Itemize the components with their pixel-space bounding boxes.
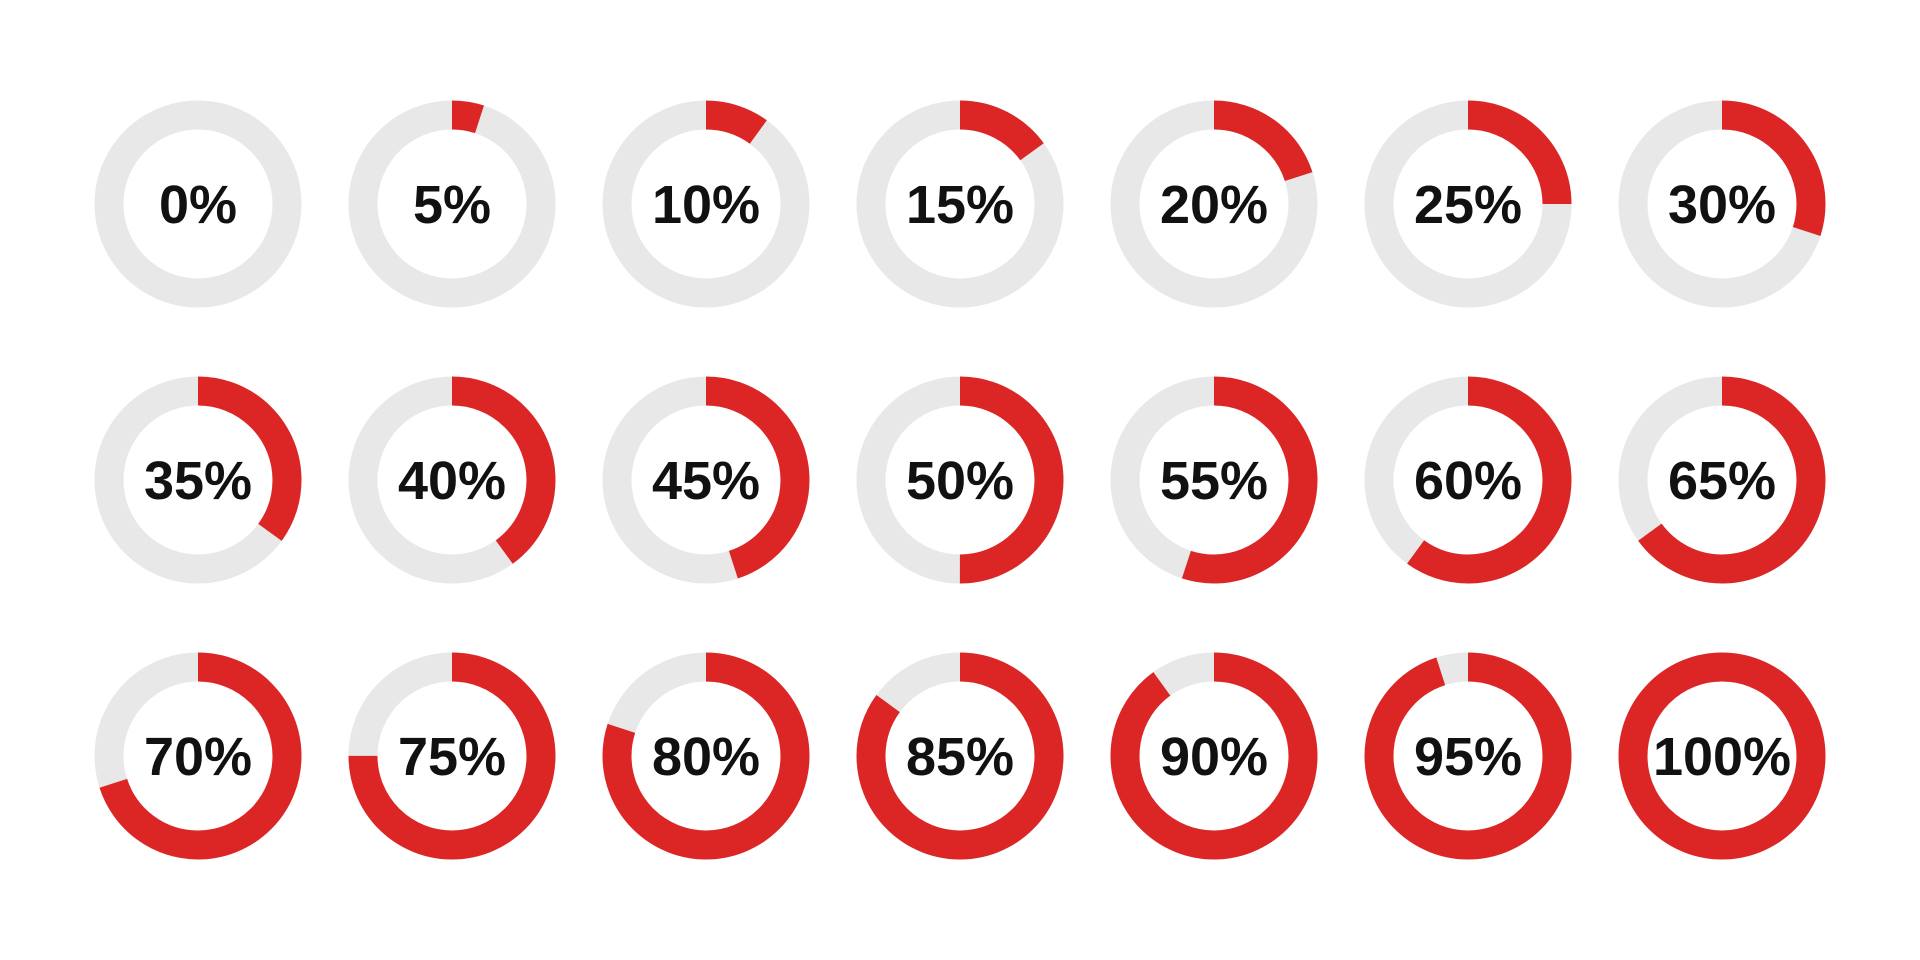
ring-track	[94, 100, 302, 308]
ring-progress-arc	[348, 100, 556, 308]
ring-label: 45%	[652, 451, 760, 511]
ring-label: 20%	[1160, 175, 1268, 235]
ring-progress-arc	[1364, 652, 1572, 860]
progress-ring: 0%	[94, 100, 302, 308]
ring-progress-arc	[94, 652, 302, 860]
ring-label: 80%	[652, 727, 760, 787]
progress-ring: 95%	[1364, 652, 1572, 860]
progress-ring: 65%	[1618, 376, 1826, 584]
progress-ring: 85%	[856, 652, 1064, 860]
ring-label: 10%	[652, 175, 760, 235]
progress-ring: 100%	[1618, 652, 1826, 860]
progress-ring: 15%	[856, 100, 1064, 308]
ring-label: 90%	[1160, 727, 1268, 787]
ring-label: 60%	[1414, 451, 1522, 511]
ring-label: 40%	[398, 451, 506, 511]
progress-ring: 80%	[602, 652, 810, 860]
progress-ring: 40%	[348, 376, 556, 584]
ring-progress-arc	[348, 652, 556, 860]
ring-label: 35%	[144, 451, 252, 511]
ring-progress-arc	[94, 376, 302, 584]
ring-progress-arc	[1110, 100, 1318, 308]
ring-label: 15%	[906, 175, 1014, 235]
progress-ring: 20%	[1110, 100, 1318, 308]
ring-progress-arc	[1110, 376, 1318, 584]
progress-ring: 55%	[1110, 376, 1318, 584]
ring-progress-arc	[1618, 100, 1826, 308]
ring-label: 0%	[159, 175, 237, 235]
ring-progress-arc	[1364, 100, 1572, 308]
progress-ring: 90%	[1110, 652, 1318, 860]
ring-progress-arc	[1110, 652, 1318, 860]
ring-progress-arc	[856, 100, 1064, 308]
progress-ring: 35%	[94, 376, 302, 584]
progress-ring: 25%	[1364, 100, 1572, 308]
ring-progress-arc	[856, 376, 1064, 584]
progress-ring: 70%	[94, 652, 302, 860]
progress-ring: 45%	[602, 376, 810, 584]
ring-label: 95%	[1414, 727, 1522, 787]
ring-progress-arc	[602, 376, 810, 584]
progress-ring: 5%	[348, 100, 556, 308]
progress-ring: 10%	[602, 100, 810, 308]
ring-progress-arc	[1364, 376, 1572, 584]
ring-progress-arc	[602, 100, 810, 308]
ring-label: 65%	[1668, 451, 1776, 511]
ring-label: 85%	[906, 727, 1014, 787]
ring-label: 100%	[1653, 727, 1791, 787]
ring-progress-arc	[1618, 376, 1826, 584]
ring-progress-arc	[348, 376, 556, 584]
ring-label: 70%	[144, 727, 252, 787]
ring-progress-arc	[602, 652, 810, 860]
ring-label: 5%	[413, 175, 491, 235]
progress-ring: 60%	[1364, 376, 1572, 584]
ring-progress-arc	[856, 652, 1064, 860]
ring-label: 25%	[1414, 175, 1522, 235]
ring-progress-arc	[1618, 652, 1826, 860]
progress-ring: 75%	[348, 652, 556, 860]
ring-label: 55%	[1160, 451, 1268, 511]
progress-ring: 30%	[1618, 100, 1826, 308]
progress-ring: 50%	[856, 376, 1064, 584]
ring-label: 30%	[1668, 175, 1776, 235]
ring-label: 75%	[398, 727, 506, 787]
ring-label: 50%	[906, 451, 1014, 511]
